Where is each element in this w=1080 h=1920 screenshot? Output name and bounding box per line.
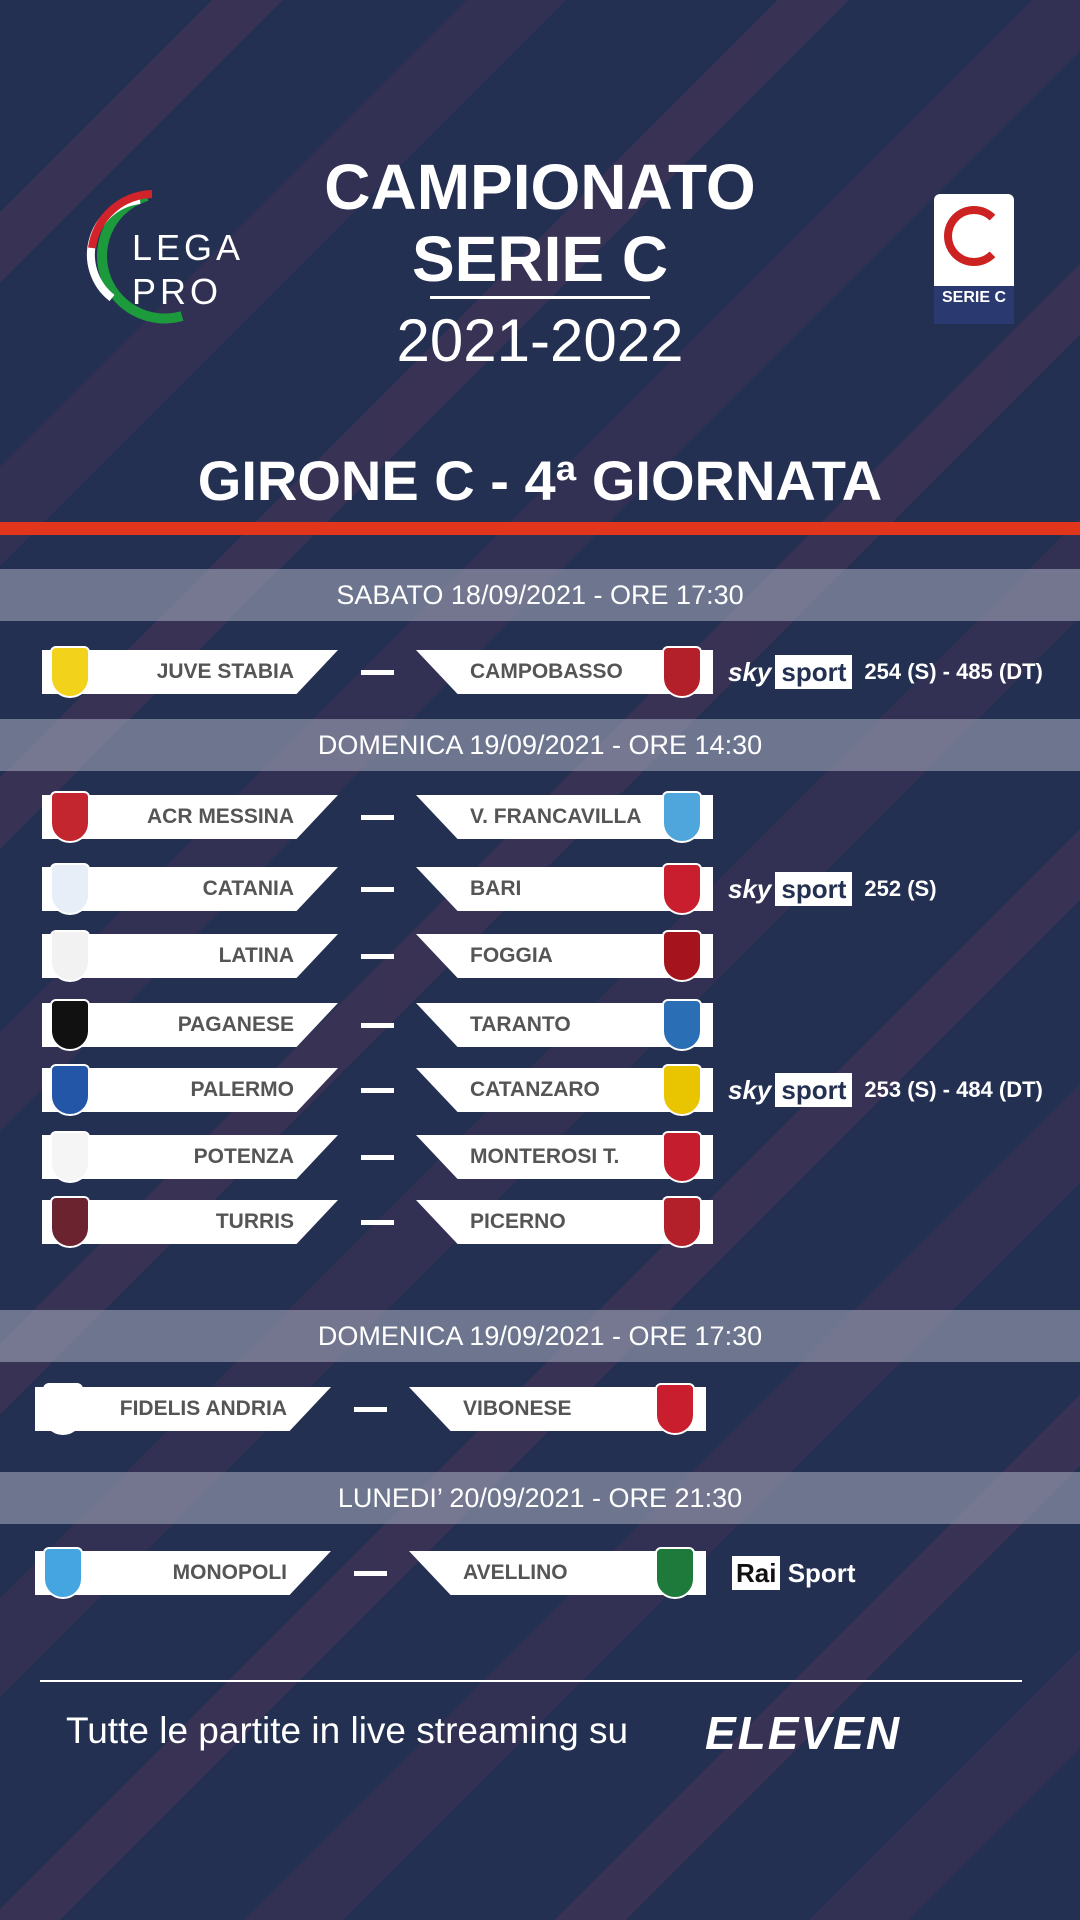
tv-broadcaster: sky sport 253 (S) - 484 (DT) (728, 1070, 1043, 1110)
sky-text: sky (728, 1074, 772, 1105)
away-crest-icon (662, 1064, 702, 1116)
versus-dash (361, 815, 394, 820)
versus-dash (361, 670, 394, 675)
home-crest-icon (50, 1064, 90, 1116)
match-row: PALERMO CATANZARO sky sport 253 (S) - 484 (D… (0, 1064, 1080, 1116)
home-team: CATANIA (42, 867, 338, 911)
home-team: PALERMO (42, 1068, 338, 1112)
match-row: CATANIA BARI sky sport 252 (S) (0, 863, 1080, 915)
match-row: TURRIS PICERNO (0, 1196, 1080, 1248)
rai-sport-logo: Rai Sport (728, 1555, 856, 1590)
sky-text: sky (728, 656, 772, 687)
home-crest-icon (50, 1196, 90, 1248)
home-team: TURRIS (42, 1200, 338, 1244)
home-crest-icon (43, 1383, 83, 1435)
match-row: ACR MESSINA V. FRANCAVILLA (0, 791, 1080, 843)
away-crest-icon (662, 999, 702, 1051)
match-row: JUVE STABIA CAMPOBASSO sky sport 254 (S) - 4… (0, 646, 1080, 698)
sky-sport-logo: sky sport (728, 655, 853, 689)
match-row: POTENZA MONTEROSI T. (0, 1131, 1080, 1183)
channel-numbers: 253 (S) - 484 (DT) (864, 1077, 1043, 1102)
serie-c-logo: SERIE C (934, 194, 1014, 324)
title-line1: CAMPIONATO (324, 151, 756, 223)
home-team: JUVE STABIA (42, 650, 338, 694)
home-team: ACR MESSINA (42, 795, 338, 839)
away-crest-icon (655, 1383, 695, 1435)
versus-dash (361, 887, 394, 892)
round-title: GIRONE C - 4ª GIORNATA (197, 449, 883, 512)
versus-dash (361, 1088, 394, 1093)
away-crest-icon (662, 791, 702, 843)
match-row: MONOPOLI AVELLINO Rai Sport (0, 1547, 1080, 1599)
date-bar: DOMENICA 19/09/2021 - ORE 17:30 (0, 1310, 1080, 1362)
sport-text: sport (775, 872, 853, 906)
home-crest-icon (50, 646, 90, 698)
lega-pro-text: LEGA PRO (132, 227, 243, 312)
tv-broadcaster: Rai Sport (728, 1553, 856, 1593)
home-crest-icon (50, 930, 90, 982)
home-crest-icon (50, 999, 90, 1051)
versus-dash (354, 1407, 387, 1412)
home-crest-icon (50, 863, 90, 915)
footer-divider (40, 1680, 1022, 1682)
title-line2: SERIE C (411, 223, 669, 295)
away-crest-icon (655, 1547, 695, 1599)
tv-broadcaster: sky sport 254 (S) - 485 (DT) (728, 652, 1043, 692)
versus-dash (361, 1220, 394, 1225)
home-team: FIDELIS ANDRIA (35, 1387, 331, 1431)
versus-dash (361, 1155, 394, 1160)
date-bar: SABATO 18/09/2021 - ORE 17:30 (0, 569, 1080, 621)
eleven-logo: ELEVEN (705, 1707, 902, 1759)
sky-text: sky (728, 873, 772, 904)
date-bar: DOMENICA 19/09/2021 - ORE 14:30 (0, 719, 1080, 771)
footer-text: Tutte le partite in live streaming su (66, 1710, 629, 1751)
versus-dash (361, 1023, 394, 1028)
match-row: LATINA FOGGIA (0, 930, 1080, 982)
sky-sport-logo: sky sport (728, 1073, 853, 1107)
channel-numbers: 254 (S) - 485 (DT) (864, 659, 1043, 684)
away-crest-icon (662, 1196, 702, 1248)
away-crest-icon (662, 646, 702, 698)
home-team: PAGANESE (42, 1003, 338, 1047)
away-crest-icon (662, 863, 702, 915)
away-crest-icon (662, 930, 702, 982)
season: 2021-2022 (396, 307, 684, 374)
home-team: MONOPOLI (35, 1551, 331, 1595)
home-crest-icon (43, 1547, 83, 1599)
channel-numbers: 252 (S) (864, 876, 937, 901)
away-crest-icon (662, 1131, 702, 1183)
date-bar: LUNEDI’ 20/09/2021 - ORE 21:30 (0, 1472, 1080, 1524)
home-crest-icon (50, 1131, 90, 1183)
versus-dash (354, 1571, 387, 1576)
sport-text: sport (775, 655, 853, 689)
title-divider (430, 296, 650, 299)
lega-pro-logo: LEGA PRO (72, 188, 243, 328)
home-team: LATINA (42, 934, 338, 978)
sky-sport-logo: sky sport (728, 872, 853, 906)
versus-dash (361, 954, 394, 959)
match-row: FIDELIS ANDRIA VIBONESE (0, 1383, 1080, 1435)
tv-broadcaster: sky sport 252 (S) (728, 869, 937, 909)
sport-text: sport (775, 1073, 853, 1107)
red-divider (0, 522, 1080, 535)
home-crest-icon (50, 791, 90, 843)
home-team: POTENZA (42, 1135, 338, 1179)
match-row: PAGANESE TARANTO (0, 999, 1080, 1051)
